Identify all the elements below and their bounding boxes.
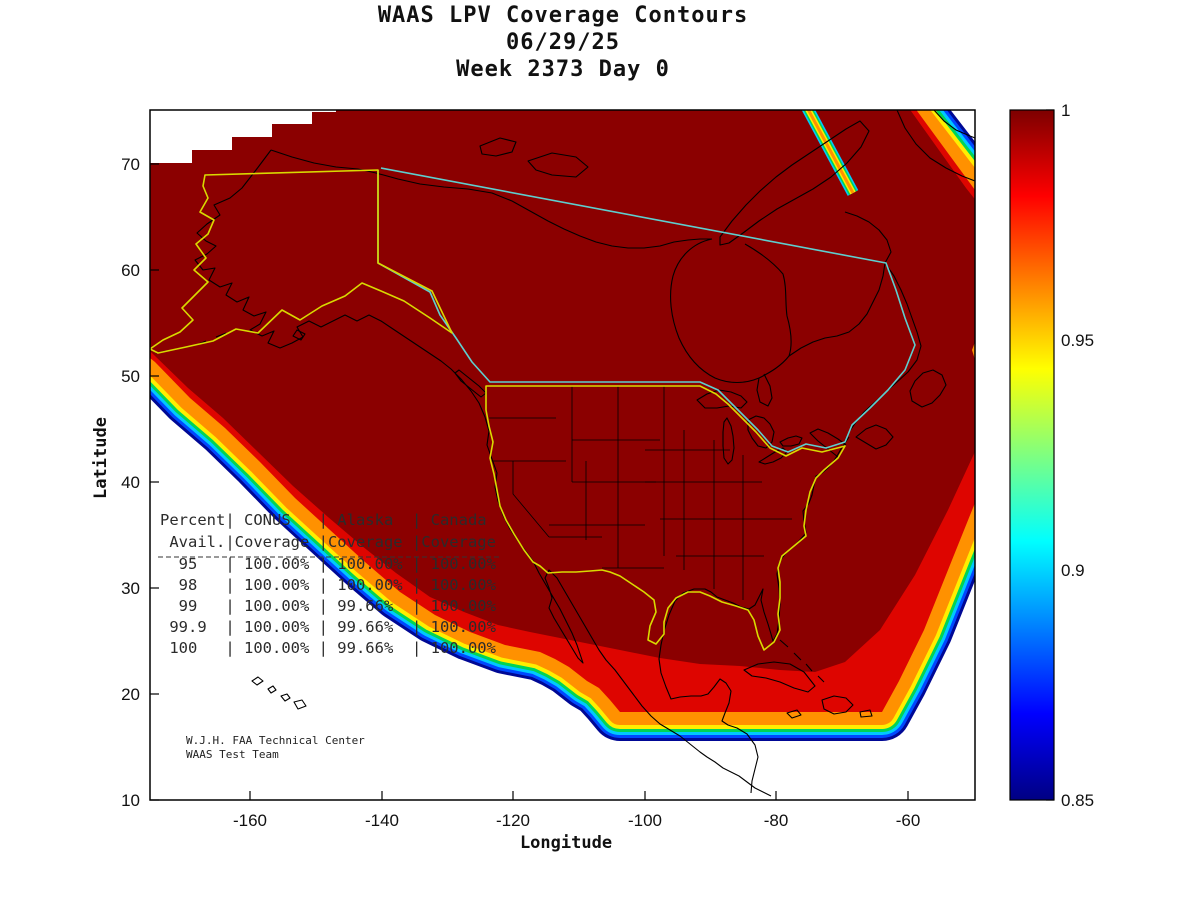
table-header-row2: Avail.|Coverage |Coverage |Coverage <box>160 533 496 551</box>
x-tick-label: -60 <box>896 811 921 830</box>
coastline-layer <box>155 110 975 797</box>
table-row: 100 | 100.00% | 99.66% | 100.00% <box>160 639 497 657</box>
colorbar: 1 0.95 0.9 0.85 <box>1009 101 1094 810</box>
plot-title-line2: 06/29/25 <box>506 30 620 55</box>
table-row: 98 | 100.00% | 100.00% | 100.00% <box>160 576 497 594</box>
y-tick-label: 50 <box>121 367 140 386</box>
colorbar-tick-label: 0.85 <box>1061 791 1094 810</box>
plot-title-line1: WAAS LPV Coverage Contours <box>378 3 748 28</box>
table-row: 99.9 | 100.00% | 99.66% | 100.00% <box>160 618 497 636</box>
plot-title-line3: Week 2373 Day 0 <box>456 57 670 82</box>
y-tick-label: 20 <box>121 685 140 704</box>
x-tick-label: -120 <box>496 811 530 830</box>
x-tick-label: -160 <box>233 811 267 830</box>
y-tick-label: 30 <box>121 579 140 598</box>
x-axis: -160 -140 -120 -100 -80 -60 Longitude <box>233 811 920 853</box>
x-tick-label: -100 <box>628 811 662 830</box>
y-axis-title: Latitude <box>91 417 111 499</box>
colorbar-tick-label: 1 <box>1061 101 1070 120</box>
state-borders-layer <box>489 386 792 600</box>
service-area-outlines <box>150 167 916 651</box>
x-axis-title: Longitude <box>520 833 612 853</box>
y-tick-label: 70 <box>121 155 140 174</box>
y-axis: 10 20 30 40 50 60 70 Latitude <box>91 155 140 810</box>
map-area <box>150 110 975 797</box>
colorbar-gradient <box>1009 109 1055 801</box>
credit-line2: WAAS Test Team <box>186 748 279 761</box>
y-tick-label: 40 <box>121 473 140 492</box>
x-tick-label: -80 <box>764 811 789 830</box>
y-tick-label: 60 <box>121 261 140 280</box>
table-row: 99 | 100.00% | 99.66% | 100.00% <box>160 597 497 615</box>
table-header-row1: Percent| CONUS | Alaska | Canada <box>160 511 487 529</box>
plot-frame <box>149 109 976 801</box>
coverage-dip-stripe <box>801 110 859 196</box>
y-tick-label: 10 <box>121 791 140 810</box>
availability-table: Percent| CONUS | Alaska | Canada Avail.|… <box>158 511 500 657</box>
x-tick-label: -140 <box>365 811 399 830</box>
colorbar-tick-label: 0.9 <box>1061 561 1085 580</box>
colorbar-tick-label: 0.95 <box>1061 331 1094 350</box>
credit-line1: W.J.H. FAA Technical Center <box>186 734 365 747</box>
table-row: 95 | 100.00% | 100.00% | 100.00% <box>160 555 497 573</box>
